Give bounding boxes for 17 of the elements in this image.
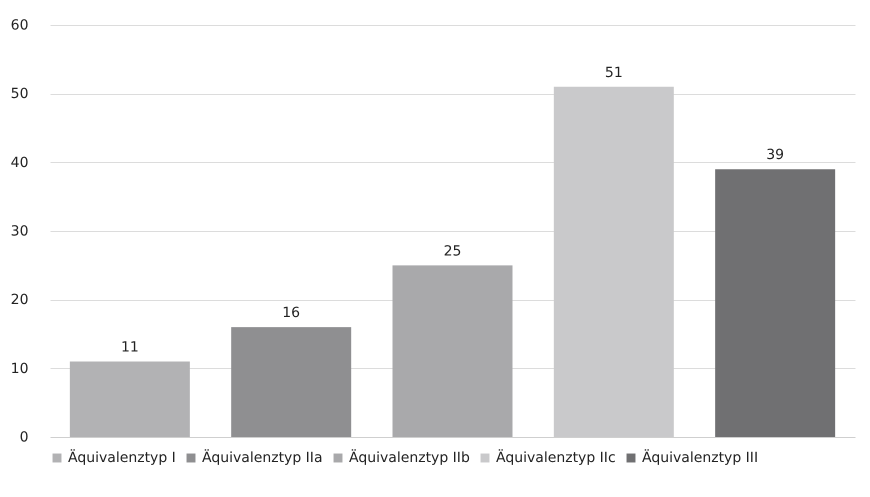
data-label: 39	[766, 147, 784, 164]
y-tick-label: 20	[10, 292, 28, 308]
legend-label: Äquivalenztyp IIa	[202, 449, 323, 466]
y-tick-label: 50	[10, 86, 28, 102]
legend-label: Äquivalenztyp IIc	[496, 449, 616, 466]
y-tick-label: 60	[10, 18, 28, 34]
y-tick-label: 30	[10, 224, 28, 240]
legend-label: Äquivalenztyp I	[68, 449, 176, 466]
data-label: 25	[444, 243, 462, 260]
data-label: 51	[604, 64, 623, 81]
y-tick-label: 0	[20, 430, 28, 446]
y-tick-label: 10	[10, 360, 28, 377]
y-tick-label: 40	[10, 154, 28, 171]
data-label: 11	[120, 339, 139, 356]
legend-label: Äquivalenztyp III	[642, 449, 758, 466]
data-label: 16	[282, 305, 300, 322]
legend-label: Äquivalenztyp IIb	[349, 449, 470, 466]
